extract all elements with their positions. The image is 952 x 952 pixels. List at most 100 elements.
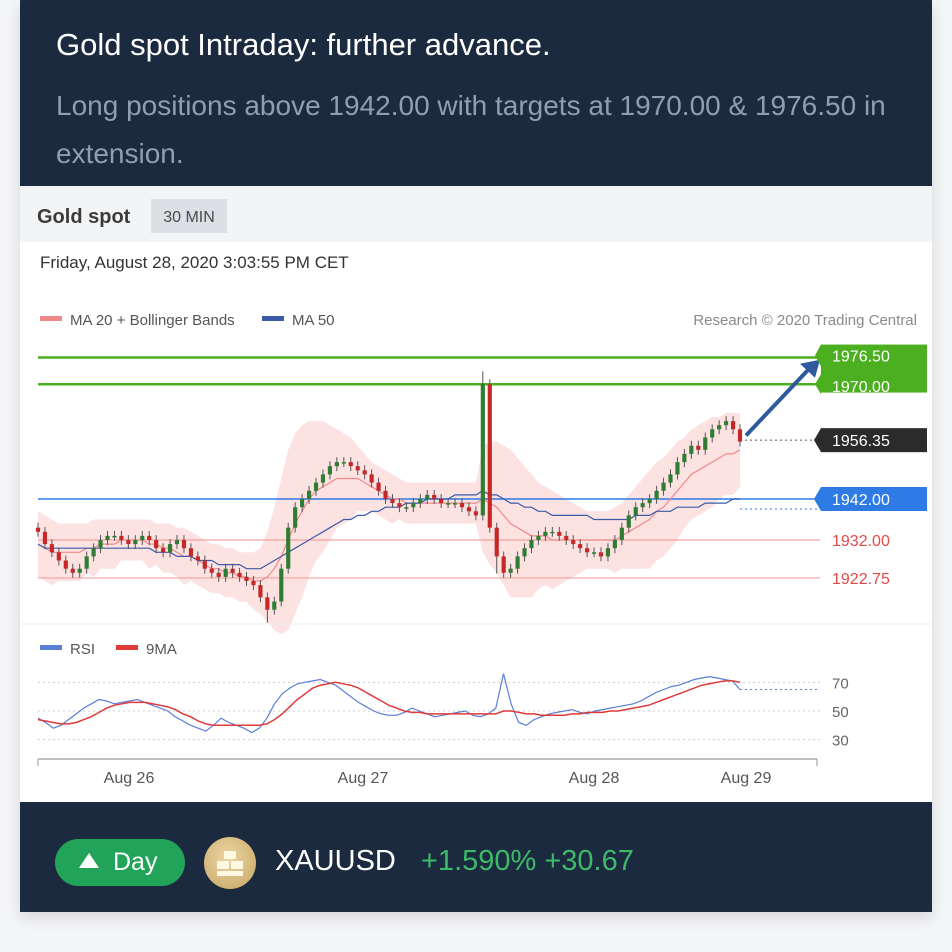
candle-body xyxy=(56,552,61,561)
candle-body xyxy=(682,453,687,463)
chart-credit: Research © 2020 Trading Central xyxy=(693,312,917,329)
rsi-tick-label: 30 xyxy=(832,733,849,750)
candle-body xyxy=(126,540,131,545)
legend-label: 9MA xyxy=(146,641,177,658)
candle-body xyxy=(661,482,666,491)
candle-body xyxy=(633,507,638,516)
candle-body xyxy=(425,494,430,499)
candle-body xyxy=(237,572,242,577)
rsi-9ma-line xyxy=(37,680,741,727)
candle-body xyxy=(49,544,54,553)
candle-body xyxy=(306,490,312,499)
candle-body xyxy=(258,585,263,598)
change-label: +1.590% +30.67 xyxy=(421,845,634,877)
label-pointer xyxy=(814,487,821,511)
candle-body xyxy=(737,429,743,442)
card-header: Gold spot Intraday: further advance. Lon… xyxy=(20,0,932,186)
candle-body xyxy=(543,531,548,536)
instrument-name: Gold spot xyxy=(37,206,131,228)
candle-body xyxy=(536,535,541,540)
candle-body xyxy=(557,531,562,536)
x-tick-label: Aug 26 xyxy=(104,770,155,787)
candle-body xyxy=(161,548,166,553)
candle-body xyxy=(654,490,659,499)
candle-body xyxy=(98,540,103,549)
candle-body xyxy=(327,466,333,475)
candle-body xyxy=(202,560,207,569)
candle-body xyxy=(696,445,701,450)
legend-swatch xyxy=(262,316,284,321)
timeframe-badge-bg[interactable] xyxy=(151,199,227,233)
candle-body xyxy=(487,384,492,528)
arrow-head-icon xyxy=(800,359,820,378)
candle-body xyxy=(376,482,381,491)
price-chart: Gold spot 30 MIN Friday, August 28, 2020… xyxy=(20,186,932,787)
candle-body xyxy=(133,540,138,545)
candle-body xyxy=(181,540,187,549)
chart-panel: Gold spot 30 MIN Friday, August 28, 2020… xyxy=(20,186,932,802)
timeframe-badge[interactable]: 30 MIN xyxy=(163,209,215,226)
page-subtitle: Long positions above 1942.00 with target… xyxy=(56,90,886,169)
candle-body xyxy=(195,556,200,561)
bollinger-band-area xyxy=(38,412,740,635)
candle-body xyxy=(216,572,221,577)
x-tick-label: Aug 29 xyxy=(721,770,772,787)
x-axis: Aug 26 Aug 27 Aug 28 Aug 29 xyxy=(37,758,818,787)
candle-body xyxy=(445,503,451,505)
candle-body xyxy=(605,548,611,557)
candle-body xyxy=(459,503,465,508)
label-pointer xyxy=(815,374,821,395)
triangle-up-icon xyxy=(79,853,99,868)
level-label: 1922.75 xyxy=(832,571,890,588)
candle-body xyxy=(154,540,159,549)
legend-swatch xyxy=(116,645,138,650)
candle-body xyxy=(147,535,152,540)
candle-body xyxy=(42,531,48,545)
x-tick-label: Aug 28 xyxy=(569,770,620,787)
level-label-box xyxy=(821,428,927,453)
label-pointer xyxy=(814,428,821,453)
candle-body xyxy=(564,535,569,540)
level-label: 1970.00 xyxy=(832,379,890,396)
candle-body xyxy=(612,540,617,549)
candle-body xyxy=(313,482,319,491)
period-pill[interactable]: Day xyxy=(55,839,185,886)
legend-label: RSI xyxy=(70,641,95,658)
candle-body xyxy=(293,507,298,528)
analysis-card: Gold spot Intraday: further advance. Lon… xyxy=(20,0,932,912)
candle-body xyxy=(675,462,680,475)
candle-body xyxy=(112,535,117,538)
candle-body xyxy=(362,470,367,475)
level-label: 1942.00 xyxy=(832,492,890,509)
candle-body xyxy=(355,466,360,471)
rsi-tick-label: 50 xyxy=(832,704,849,721)
candle-body xyxy=(70,568,75,573)
candle-body xyxy=(640,503,645,508)
candle-body xyxy=(397,503,402,508)
rsi-line xyxy=(37,673,741,734)
candle-body xyxy=(724,421,729,426)
candle-body xyxy=(341,462,346,464)
main-plot: 1976.50 1970.00 1956.35 1942.00 1932.00 1922.… xyxy=(35,344,927,635)
candle-body xyxy=(383,490,388,499)
candle-body xyxy=(140,535,145,540)
candle-body xyxy=(369,474,374,483)
candle-body xyxy=(418,499,423,504)
candle-body xyxy=(494,527,499,557)
candle-body xyxy=(286,527,291,569)
candle-body xyxy=(452,503,458,505)
ma50-line xyxy=(37,490,740,570)
candle-body xyxy=(598,552,604,557)
gold-bars-icon xyxy=(204,837,256,889)
candle-body xyxy=(404,507,409,509)
level-label-box xyxy=(821,487,927,511)
candle-body xyxy=(585,548,590,553)
candle-body xyxy=(230,568,235,573)
candle-body xyxy=(717,425,722,430)
candle-body xyxy=(668,474,673,483)
candle-body xyxy=(334,462,339,467)
candle-body xyxy=(619,527,624,540)
candle-body xyxy=(84,556,89,569)
legend-swatch xyxy=(40,316,62,321)
candle-body xyxy=(244,576,249,581)
